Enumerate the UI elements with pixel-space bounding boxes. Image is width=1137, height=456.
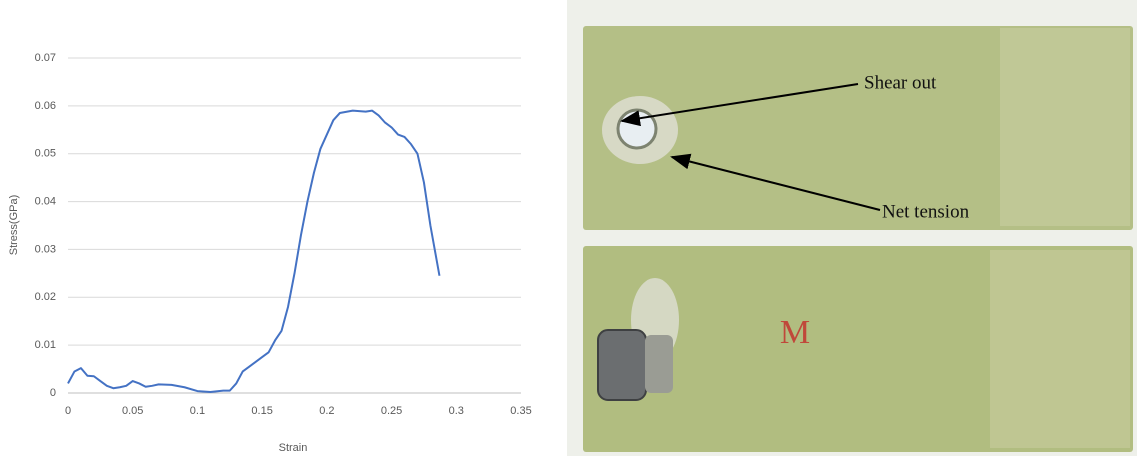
y-tick-label: 0.05 <box>35 148 56 160</box>
x-tick-label: 0 <box>65 405 71 417</box>
annotation: Shear out <box>864 72 937 93</box>
specimen-texture <box>990 250 1130 448</box>
y-tick-label: 0.02 <box>35 291 56 303</box>
x-tick-label: 0.2 <box>319 405 334 417</box>
x-tick-label: 0.15 <box>251 405 272 417</box>
data-line <box>67 109 441 394</box>
x-tick-label: 0.05 <box>122 405 143 417</box>
arrow <box>620 83 859 127</box>
specimen-top <box>583 26 1133 230</box>
x-axis-title: Strain <box>279 442 308 454</box>
washer <box>645 335 673 393</box>
x-tick-label: 0.3 <box>449 405 464 417</box>
y-tick-label: 0.04 <box>35 195 56 207</box>
y-tick-label: 0.06 <box>35 100 56 112</box>
arrow <box>670 153 881 211</box>
chart: Strain Stress(GPa) 0 0.01 0.02 0.03 0.04 0.05… <box>8 52 532 454</box>
annotation: Net tension <box>882 201 970 222</box>
bolt-head <box>597 329 647 401</box>
y-tick-label: 0.03 <box>35 243 56 255</box>
specimen-photo: M Shear out Net tension <box>567 0 1137 456</box>
y-tick-label: 0.07 <box>35 52 56 64</box>
y-axis-title: Stress(GPa) <box>8 195 20 256</box>
specimen-texture <box>1000 28 1130 226</box>
y-tick-label: 0 <box>50 387 56 399</box>
y-tick-label: 0.01 <box>35 339 56 351</box>
x-tick-label: 0.25 <box>381 405 402 417</box>
x-tick-label: 0.35 <box>510 405 531 417</box>
specimen-marking: M <box>780 314 810 351</box>
x-tick-label: 0.1 <box>190 405 205 417</box>
